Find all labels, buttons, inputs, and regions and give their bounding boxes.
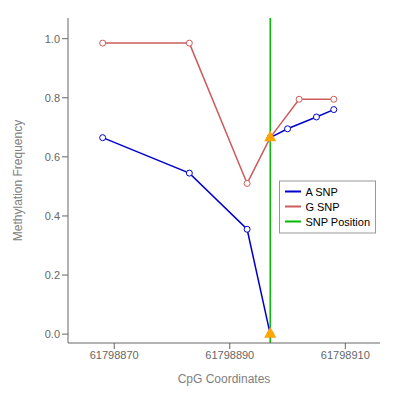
svg-text:1.0: 1.0	[45, 33, 60, 45]
svg-text:0.2: 0.2	[45, 269, 60, 281]
svg-text:61798910: 61798910	[321, 349, 370, 361]
svg-text:0.8: 0.8	[45, 92, 60, 104]
svg-text:0.4: 0.4	[45, 210, 60, 222]
html-text:SNP Position: SNP Position	[305, 215, 370, 227]
svg-text:0.0: 0.0	[45, 328, 60, 340]
html-text:A SNP: A SNP	[305, 185, 338, 197]
svg-text:61798870: 61798870	[90, 349, 139, 361]
svg-text:61798890: 61798890	[205, 349, 254, 361]
svg-text:0.6: 0.6	[45, 151, 60, 163]
svg-text:CpG Coordinates: CpG Coordinates	[178, 372, 271, 386]
html-text:G SNP: G SNP	[305, 200, 340, 212]
svg-text:Methylation Frequency: Methylation Frequency	[11, 120, 25, 241]
